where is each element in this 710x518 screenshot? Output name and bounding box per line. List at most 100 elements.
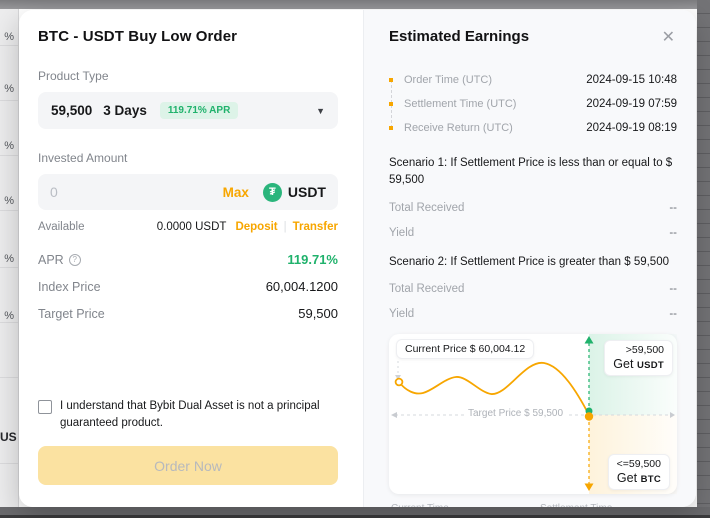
background-percent-value: % [4, 140, 14, 152]
help-icon[interactable]: ? [68, 253, 81, 266]
yield-value: -- [669, 307, 677, 320]
timeline-bullet-icon [389, 126, 393, 130]
btc-asset: BTC [640, 473, 661, 485]
timeline-row: Settlement Time (UTC) 2024-09-19 07:59 [389, 92, 677, 116]
apr-value: 119.71% [287, 252, 338, 267]
order-now-button[interactable]: Order Now [38, 446, 338, 486]
index-price-label: Index Price [38, 279, 101, 294]
usdt-condition: >59,500 [625, 343, 664, 356]
get-usdt-tag: >59,500 Get USDT [604, 339, 673, 376]
panel-title: Estimated Earnings [389, 28, 530, 45]
order-form-panel: BTC - USDT Buy Low Order Product Type 59… [19, 10, 363, 507]
timeline-row: Order Time (UTC) 2024-09-15 10:48 [389, 68, 677, 92]
receive-return-value: 2024-09-19 08:19 [586, 122, 677, 134]
product-type-select[interactable]: 59,500 3 Days 119.71% APR ▼ [38, 92, 338, 129]
order-time-label: Order Time (UTC) [404, 74, 492, 86]
scenario-row: Total Received -- [389, 202, 677, 214]
invested-amount-label: Invested Amount [38, 151, 128, 165]
order-timeline: Order Time (UTC) 2024-09-15 10:48 Settle… [389, 68, 677, 140]
row-divider [0, 377, 18, 378]
current-time-label: Current Time [391, 503, 449, 507]
estimated-earnings-panel: Estimated Earnings ✕ Order Time (UTC) 20… [363, 10, 696, 507]
chevron-down-icon: ▼ [316, 105, 325, 116]
apr-row: APR ? 119.71% [38, 252, 338, 267]
usdt-action: Get [613, 356, 634, 371]
background-percent-value: % [4, 31, 14, 43]
available-value: 0.0000 USDT [156, 221, 227, 233]
disclaimer-text: I understand that Bybit Dual Asset is no… [60, 400, 320, 429]
index-price-row: Index Price 60,004.1200 [38, 279, 338, 294]
usdt-asset: USDT [636, 359, 664, 371]
row-divider [0, 463, 18, 464]
scenario2-title: Scenario 2: If Settlement Price is great… [389, 255, 669, 268]
scenario-row: Yield -- [389, 308, 677, 320]
agree-checkbox[interactable] [38, 400, 52, 414]
target-line-right-marker [670, 411, 675, 418]
settlement-time-value: 2024-09-19 07:59 [586, 98, 677, 110]
yield-label: Yield [389, 226, 415, 239]
background-table-column: % % % % % % US [0, 9, 19, 507]
row-divider [0, 210, 18, 211]
order-stats: APR ? 119.71% Index Price 60,004.1200 Ta… [38, 252, 338, 321]
currency-label: USDT [287, 184, 326, 200]
get-btc-tag: <=59,500 Get BTC [607, 453, 670, 490]
down-arrow-icon [584, 483, 594, 491]
settlement-time-label: Settlement Time (UTC) [404, 98, 517, 110]
row-divider [0, 322, 18, 323]
yield-label: Yield [389, 307, 415, 320]
amount-input[interactable] [50, 184, 223, 200]
total-received-label: Total Received [389, 201, 465, 214]
settlement-point-orange [584, 412, 594, 421]
modal-title: BTC - USDT Buy Low Order [38, 28, 238, 45]
btc-action: Get [616, 470, 638, 485]
row-divider [0, 267, 18, 268]
row-divider [0, 155, 18, 156]
apr-label: APR [38, 252, 64, 267]
strike-price: 59,500 [51, 103, 93, 118]
divider: | [283, 221, 287, 233]
row-divider [0, 45, 18, 46]
yield-value: -- [669, 226, 677, 239]
current-price-point [394, 377, 404, 387]
close-icon[interactable]: ✕ [661, 29, 675, 46]
deposit-link[interactable]: Deposit [235, 221, 278, 233]
scenario-row: Yield -- [389, 227, 677, 239]
receive-return-label: Receive Return (UTC) [404, 122, 513, 134]
apr-badge: 119.71% APR [159, 102, 239, 119]
scenario-row: Total Received -- [389, 283, 677, 295]
page-top-strip [0, 0, 710, 9]
usdt-token-icon: ₮ [262, 182, 282, 202]
available-row: Available 0.0000 USDT Deposit | Transfer [38, 221, 338, 233]
background-percent-value: % [4, 253, 14, 265]
payoff-chart: Current Price $ 60,004.12 Target Price $… [389, 333, 677, 494]
order-time-value: 2024-09-15 10:48 [586, 74, 677, 86]
background-percent-value: % [4, 310, 14, 322]
target-line-left-marker [391, 411, 397, 418]
page-bottom-bar [0, 507, 710, 518]
panel-header: Estimated Earnings ✕ [389, 28, 677, 48]
settlement-time-label: Settlement Time [540, 503, 612, 507]
up-arrow-icon [584, 335, 594, 344]
background-percent-value: % [4, 83, 14, 95]
scenario1-title: Scenario 1: If Settlement Price is less … [389, 157, 673, 187]
timeline-row: Receive Return (UTC) 2024-09-19 08:19 [389, 116, 677, 140]
total-received-value: -- [669, 201, 677, 214]
product-type-label: Product Type [38, 69, 109, 83]
background-percent-value: % [4, 195, 14, 207]
transfer-link[interactable]: Transfer [292, 221, 338, 233]
current-price-tag: Current Price $ 60,004.12 [396, 338, 535, 359]
page-right-dark-strip [697, 0, 710, 518]
connector-arrow-icon [395, 374, 401, 380]
disclaimer-row: I understand that Bybit Dual Asset is no… [38, 398, 338, 431]
price-curve [398, 361, 590, 416]
timeline-bullet-icon [389, 102, 393, 106]
index-price-value: 60,004.1200 [265, 279, 338, 294]
target-price-row: Target Price 59,500 [38, 306, 338, 321]
target-price-value: 59,500 [298, 306, 338, 321]
row-divider [0, 100, 18, 101]
available-label: Available [38, 221, 85, 233]
btc-condition: <=59,500 [616, 457, 661, 470]
max-button[interactable]: Max [222, 184, 249, 200]
timeline-bullet-icon [389, 78, 393, 82]
